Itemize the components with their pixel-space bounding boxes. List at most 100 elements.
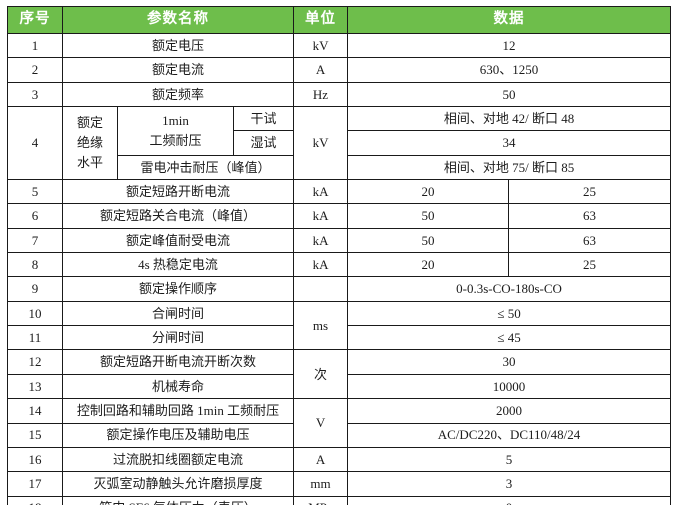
value-cell-right: 63 <box>508 203 672 229</box>
row-number-cell: 17 <box>7 471 63 497</box>
table-row-8: 8 4s 热稳定电流 kA 20 25 <box>7 252 672 278</box>
row-number-cell: 11 <box>7 325 63 351</box>
unit-cell: V <box>293 398 349 448</box>
insulation-level-label: 额定绝缘水平 <box>76 114 103 171</box>
table-row-6: 6 额定短路关合电流（峰值） kA 50 63 <box>7 203 672 229</box>
dry-test-cell: 干试 <box>232 106 295 132</box>
table-row-4-dry: 4 额定绝缘水平 1min 工频耐压 干试 kV 相间、对地 42/ 断口 48 <box>7 106 672 181</box>
value-cell-left: 50 <box>347 227 510 254</box>
value-cell: 0-0.3s-CO-180s-CO <box>347 276 672 302</box>
unit-cell: kV <box>293 106 349 181</box>
value-cell-left: 20 <box>347 252 510 278</box>
table-row-17: 17 灭弧室动静触头允许磨损厚度 mm 3 <box>7 471 672 497</box>
table-row-1: 1 额定电压 kV 12 <box>7 32 672 59</box>
value-cell: 3 <box>347 471 672 497</box>
value-cell: 30 <box>347 349 672 375</box>
unit-cell: MPa <box>293 495 349 505</box>
table-row-16: 16 过流脱扣线圈额定电流 A 5 <box>7 446 672 473</box>
value-cell-right: 63 <box>508 227 672 254</box>
param-name-cell: 额定频率 <box>61 81 295 108</box>
table-row-4-lightning: 雷电冲击耐压（峰值） 相间、对地 75/ 断口 85 <box>8 154 672 181</box>
table-row-15: 15 额定操作电压及辅助电压 AC/DC220、DC110/48/24 <box>7 422 672 448</box>
unit-cell: A <box>293 57 349 83</box>
table-row-12: 12 额定短路开断电流开断次数 次 30 <box>7 349 672 400</box>
unit-cell: 次 <box>293 349 349 400</box>
param-name-cell: 额定短路开断电流 <box>61 179 295 205</box>
table-row-13: 13 机械寿命 10000 <box>7 373 672 400</box>
table-row-18: 18 箱内 SF6 气体压力（表压） MPa 0 <box>7 495 672 505</box>
lightning-impulse-cell: 雷电冲击耐压（峰值） <box>116 154 295 181</box>
value-cell-right: 25 <box>508 252 672 278</box>
value-cell-right: 25 <box>508 179 672 205</box>
table-row-4-wet: 湿试 34 <box>8 130 672 156</box>
unit-cell: kA <box>293 203 349 229</box>
table-row-10: 10 合闸时间 ms ≤ 50 <box>7 300 672 351</box>
row-number-cell: 18 <box>7 495 63 505</box>
unit-cell: kA <box>293 227 349 254</box>
insulation-level-group-cell: 额定绝缘水平 <box>62 106 118 181</box>
header-col-no: 序号 <box>7 6 63 34</box>
row-number-cell: 10 <box>7 300 63 327</box>
row-number-cell: 9 <box>7 276 63 302</box>
param-name-cell: 控制回路和辅助回路 1min 工频耐压 <box>61 398 295 424</box>
row-number-cell: 2 <box>7 57 63 83</box>
param-name-cell: 额定短路开断电流开断次数 <box>61 349 295 375</box>
param-name-cell: 额定峰值耐受电流 <box>61 227 295 254</box>
param-name-cell: 灭弧室动静触头允许磨损厚度 <box>61 471 295 497</box>
row-number-cell: 3 <box>7 81 63 108</box>
row-number-cell: 1 <box>7 32 63 59</box>
header-row: 序号 参数名称 单位 数据 <box>7 6 672 34</box>
unit-cell <box>293 276 349 302</box>
param-name-cell: 额定操作顺序 <box>61 276 295 302</box>
unit-cell: mm <box>293 471 349 497</box>
param-name-cell: 箱内 SF6 气体压力（表压） <box>61 495 295 505</box>
param-name-cell: 机械寿命 <box>61 373 295 400</box>
value-cell: ≤ 50 <box>347 300 672 327</box>
param-name-cell: 额定操作电压及辅助电压 <box>61 422 295 448</box>
table-row-9: 9 额定操作顺序 0-0.3s-CO-180s-CO <box>7 276 672 302</box>
table-row-5: 5 额定短路开断电流 kA 20 25 <box>7 179 672 205</box>
parameter-spec-table: 序号 参数名称 单位 数据 1 额定电压 kV 12 2 额定电流 A 630、… <box>7 6 672 505</box>
unit-cell: Hz <box>293 81 349 108</box>
param-name-cell: 额定电压 <box>61 32 295 59</box>
header-col-unit: 单位 <box>293 6 349 34</box>
value-cell: 50 <box>347 81 672 108</box>
freq-label-line2: 工频耐压 <box>149 132 202 148</box>
wet-test-cell: 湿试 <box>232 130 295 156</box>
value-cell: 10000 <box>347 373 672 400</box>
row-number-cell: 15 <box>7 422 63 448</box>
row-number-cell: 4 <box>7 106 63 181</box>
row-number-cell: 14 <box>7 398 63 424</box>
row-number-cell: 8 <box>7 252 63 278</box>
power-frequency-withstand-cell: 1min 工频耐压 <box>117 106 234 156</box>
row-number-cell: 7 <box>7 227 63 254</box>
value-cell: 相间、对地 75/ 断口 85 <box>347 154 672 181</box>
header-col-data: 数据 <box>347 6 672 34</box>
row-number-cell: 12 <box>7 349 63 375</box>
table-row-2: 2 额定电流 A 630、1250 <box>7 57 672 83</box>
param-name-cell: 4s 热稳定电流 <box>61 252 295 278</box>
param-name-cell: 额定短路关合电流（峰值） <box>61 203 295 229</box>
unit-cell: kA <box>293 252 349 278</box>
freq-label-line1: 1min <box>162 112 189 128</box>
unit-cell: A <box>293 446 349 473</box>
table-row-7: 7 额定峰值耐受电流 kA 50 63 <box>7 227 672 254</box>
value-cell: 34 <box>347 130 672 156</box>
value-cell-left: 50 <box>347 203 510 229</box>
header-col-name: 参数名称 <box>61 6 295 34</box>
value-cell-left: 20 <box>347 179 510 205</box>
row-number-cell: 5 <box>7 179 63 205</box>
value-cell: 630、1250 <box>347 57 672 83</box>
row-number-cell: 16 <box>7 446 63 473</box>
param-name-cell: 过流脱扣线圈额定电流 <box>61 446 295 473</box>
value-cell: 5 <box>347 446 672 473</box>
table-row-11: 11 分闸时间 ≤ 45 <box>7 325 672 351</box>
table-row-14: 14 控制回路和辅助回路 1min 工频耐压 V 2000 <box>7 398 672 448</box>
value-cell: 0 <box>347 495 672 505</box>
value-cell: 12 <box>347 32 672 59</box>
param-name-cell: 额定电流 <box>61 57 295 83</box>
value-cell: ≤ 45 <box>347 325 672 351</box>
row-number-cell: 6 <box>7 203 63 229</box>
param-name-cell: 分闸时间 <box>61 325 295 351</box>
